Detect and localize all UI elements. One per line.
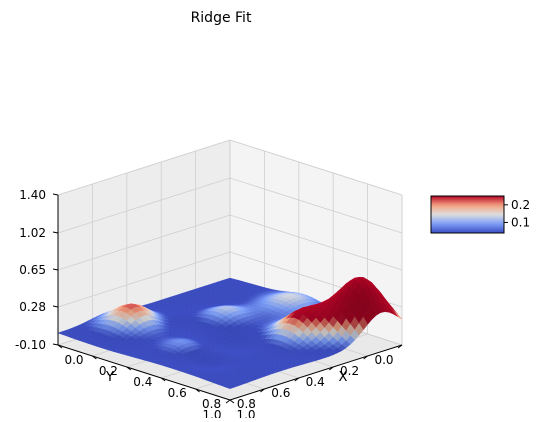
z-tick-label: 0.65	[19, 263, 46, 277]
colorbar-gradient	[431, 196, 504, 233]
z-tick-label: -0.10	[15, 338, 46, 352]
colorbar-tick-label: 0.1	[511, 215, 530, 229]
y-tick-label: 0.0	[374, 353, 393, 367]
colorbar-tick-label: 0.2	[511, 198, 530, 212]
x-tick-label: 0.4	[133, 375, 152, 389]
z-tick-mark	[53, 194, 58, 195]
z-tick-mark	[53, 344, 58, 345]
z-tick-mark	[53, 232, 58, 233]
x-tick-label: 0.0	[64, 353, 83, 367]
y-tick-mark	[226, 400, 230, 403]
y-axis-label: Y	[105, 370, 114, 385]
x-tick-label: 0.6	[168, 386, 187, 400]
x-axis-label: X	[339, 370, 348, 385]
z-tick-label: 1.40	[19, 188, 46, 202]
y-tick-label: 1.0	[202, 408, 221, 418]
y-tick-label: 0.8	[237, 397, 256, 411]
z-tick-label: 1.02	[19, 226, 46, 240]
colorbar: 0.10.2	[431, 196, 530, 233]
z-tick-label: 0.28	[19, 300, 46, 314]
chart-title: Ridge Fit	[191, 10, 252, 26]
y-tick-label: 0.6	[271, 386, 290, 400]
z-tick-mark	[53, 306, 58, 307]
y-tick-label: 0.4	[306, 375, 325, 389]
x-tick-mark	[230, 400, 234, 403]
z-tick-mark	[53, 269, 58, 270]
